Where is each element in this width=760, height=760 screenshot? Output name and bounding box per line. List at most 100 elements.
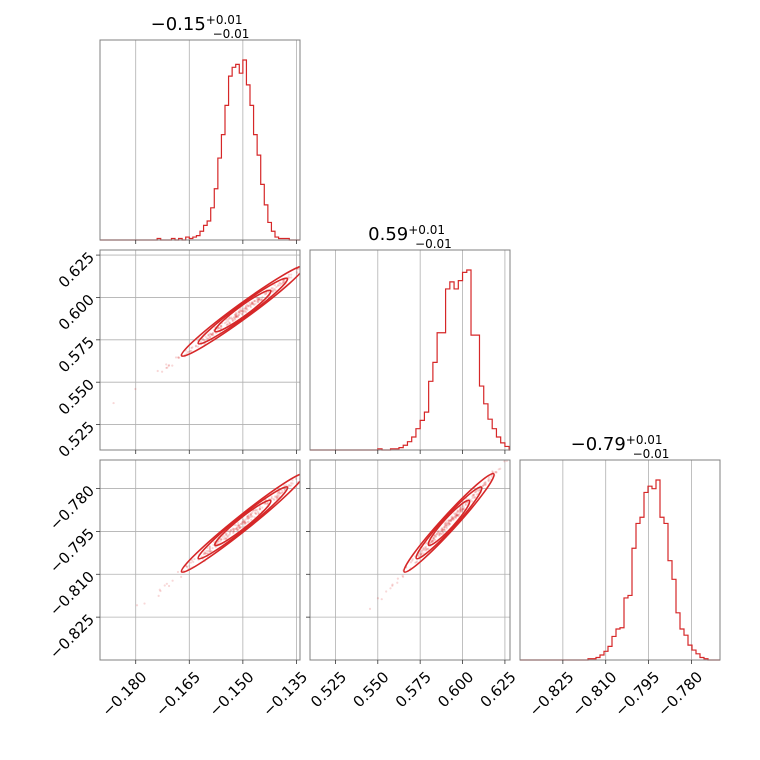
sample-point xyxy=(448,518,451,521)
sample-point xyxy=(427,547,430,550)
sample-point xyxy=(455,514,458,518)
sample-point xyxy=(274,496,277,499)
sample-point xyxy=(287,273,291,276)
sample-point xyxy=(456,509,459,512)
sample-point xyxy=(430,539,434,543)
sample-point xyxy=(459,507,462,511)
hist-frame-3 xyxy=(519,459,721,661)
sample-point xyxy=(241,313,244,316)
sample-point xyxy=(304,263,306,265)
sample-point xyxy=(232,530,235,533)
sample-point xyxy=(318,251,320,253)
sample-point xyxy=(281,490,284,493)
sample-point xyxy=(494,471,497,474)
sample-point xyxy=(424,548,427,551)
ytick-label-param-2-2: 0.575 xyxy=(55,333,98,376)
sample-point xyxy=(439,532,443,535)
sample-point xyxy=(471,496,474,500)
sample-point xyxy=(438,531,442,534)
sample-point xyxy=(484,483,487,487)
sample-point xyxy=(248,301,251,304)
sample-point xyxy=(167,364,171,367)
sample-point xyxy=(451,517,454,520)
sample-point xyxy=(440,529,444,532)
sample-point xyxy=(456,510,459,513)
sample-point xyxy=(180,575,183,578)
sample-point xyxy=(249,512,252,515)
sample-point xyxy=(143,602,146,605)
sample-point xyxy=(443,522,446,525)
sample-point xyxy=(257,299,260,302)
sample-point xyxy=(190,346,193,350)
sample-point xyxy=(230,317,233,320)
sample-point xyxy=(282,281,285,284)
sample-point xyxy=(420,551,423,554)
sample-point xyxy=(228,533,231,536)
sample-point xyxy=(244,305,247,309)
sample-point xyxy=(241,310,244,313)
sample-point xyxy=(246,515,249,519)
sample-point xyxy=(112,401,115,405)
sample-point xyxy=(247,516,250,520)
sample-point xyxy=(457,510,460,514)
sample-point xyxy=(416,560,419,563)
sample-point xyxy=(215,542,218,545)
sample-point xyxy=(241,307,245,310)
sample-point xyxy=(254,302,257,305)
sample-point xyxy=(219,540,222,543)
sample-point xyxy=(251,301,254,304)
xtick-label-param-2-0: 0.525 xyxy=(307,668,350,711)
sample-point xyxy=(513,451,515,453)
sample-point xyxy=(487,479,490,482)
sample-point xyxy=(243,307,247,310)
hist-frame-1 xyxy=(99,39,301,241)
sample-point xyxy=(255,508,259,511)
sample-point xyxy=(301,471,303,473)
sample-point xyxy=(241,520,244,524)
sample-point xyxy=(471,495,474,498)
sample-point xyxy=(441,529,444,532)
sample-point xyxy=(433,537,436,541)
sample-point xyxy=(238,526,241,529)
sample-point xyxy=(176,570,180,574)
sample-point xyxy=(464,503,467,506)
sample-point xyxy=(312,259,314,261)
sample-point xyxy=(238,525,241,528)
sample-point xyxy=(440,530,443,533)
sample-point xyxy=(277,494,280,497)
sample-point xyxy=(472,493,476,496)
sample-point xyxy=(443,525,446,528)
sample-point xyxy=(270,286,273,290)
sample-point xyxy=(235,314,238,317)
sample-point xyxy=(282,280,285,283)
hist-panel-1 xyxy=(99,39,301,244)
sample-point xyxy=(207,549,210,553)
sample-point xyxy=(227,319,230,323)
frame-1-0 xyxy=(99,249,301,451)
sample-point xyxy=(219,324,222,327)
title-param-3-sup: +0.01 xyxy=(626,433,663,447)
sample-point xyxy=(484,482,487,485)
sample-point xyxy=(159,589,162,593)
sample-point xyxy=(278,492,281,495)
ytick-label-param-2-3: 0.600 xyxy=(55,291,98,334)
sample-point xyxy=(270,497,273,500)
sample-point xyxy=(239,526,242,529)
sample-point xyxy=(249,305,253,309)
sample-point xyxy=(202,339,205,342)
sample-point xyxy=(417,555,420,558)
sample-point xyxy=(456,514,459,518)
sample-point xyxy=(425,549,428,552)
sample-point xyxy=(461,508,465,511)
sample-point xyxy=(434,535,437,538)
sample-point xyxy=(242,518,245,521)
hist-frame-2 xyxy=(309,249,511,451)
sample-point xyxy=(391,584,394,587)
sample-point xyxy=(452,516,455,519)
sample-point xyxy=(433,534,436,537)
sample-point xyxy=(242,311,245,314)
sample-point xyxy=(227,534,230,537)
sample-point xyxy=(420,552,423,556)
sample-point xyxy=(424,545,428,548)
sample-point xyxy=(419,553,423,556)
